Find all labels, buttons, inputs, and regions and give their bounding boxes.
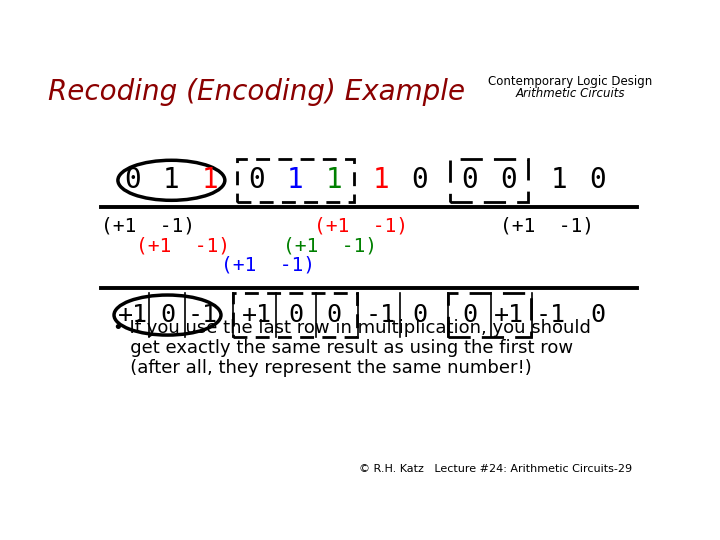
- Text: 0: 0: [125, 166, 141, 194]
- Text: (+1  -1): (+1 -1): [500, 217, 594, 236]
- Text: (+1  -1): (+1 -1): [101, 217, 195, 236]
- Text: -1: -1: [366, 303, 395, 327]
- Text: (+1  -1): (+1 -1): [283, 237, 377, 255]
- Text: -1: -1: [187, 303, 217, 327]
- Text: 0: 0: [248, 166, 265, 194]
- Text: 0: 0: [589, 166, 606, 194]
- Text: Recoding (Encoding) Example: Recoding (Encoding) Example: [48, 78, 465, 106]
- Text: (+1  -1): (+1 -1): [221, 255, 315, 274]
- Text: 0: 0: [462, 166, 478, 194]
- Text: 1: 1: [372, 166, 389, 194]
- Text: 1: 1: [325, 166, 343, 194]
- Text: 0: 0: [462, 303, 477, 327]
- Text: 0: 0: [500, 166, 517, 194]
- Text: 0: 0: [411, 166, 428, 194]
- Text: 0: 0: [160, 303, 175, 327]
- Text: 1: 1: [287, 166, 304, 194]
- Text: 1: 1: [163, 166, 180, 194]
- Text: 0: 0: [327, 303, 341, 327]
- Text: +1: +1: [493, 303, 523, 327]
- Text: 0: 0: [412, 303, 427, 327]
- Text: • If you use the last row in multiplication, you should: • If you use the last row in multiplicat…: [113, 319, 591, 337]
- Text: Contemporary Logic Design: Contemporary Logic Design: [488, 75, 652, 88]
- Text: get exactly the same result as using the first row: get exactly the same result as using the…: [113, 339, 573, 357]
- Text: +1: +1: [242, 303, 271, 327]
- Text: 0: 0: [288, 303, 303, 327]
- Text: (+1  -1): (+1 -1): [314, 217, 408, 236]
- Text: +1: +1: [117, 303, 148, 327]
- Text: 1: 1: [551, 166, 567, 194]
- Text: 0: 0: [590, 303, 605, 327]
- Text: -1: -1: [536, 303, 566, 327]
- Text: © R.H. Katz   Lecture #24: Arithmetic Circuits-29: © R.H. Katz Lecture #24: Arithmetic Circ…: [359, 464, 632, 474]
- Text: (+1  -1): (+1 -1): [136, 237, 230, 255]
- Text: (after all, they represent the same number!): (after all, they represent the same numb…: [113, 359, 532, 377]
- Text: Arithmetic Circuits: Arithmetic Circuits: [516, 87, 625, 100]
- Text: 1: 1: [202, 166, 218, 194]
